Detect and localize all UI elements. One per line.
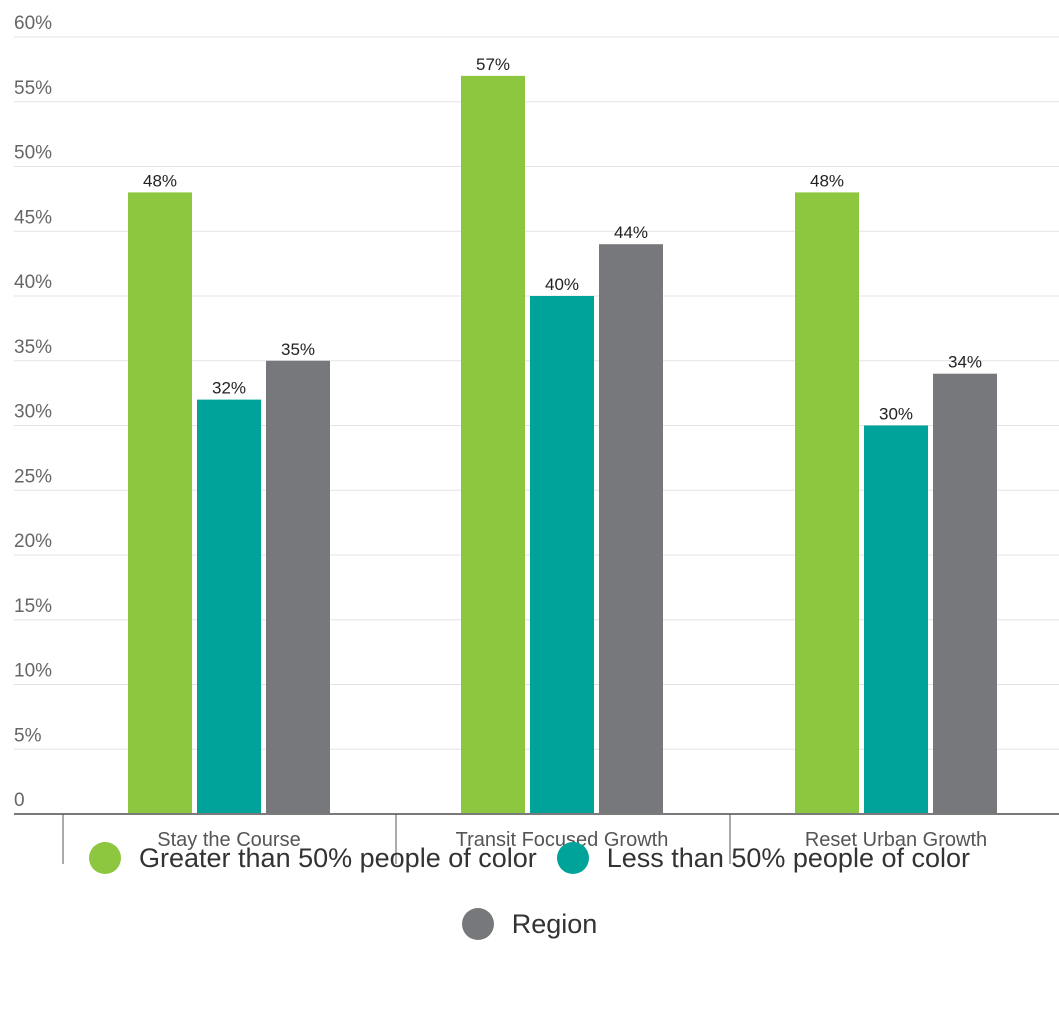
y-tick-label: 55% [14,78,52,99]
legend-swatch-less [556,842,589,874]
y-tick-label: 10% [14,661,52,682]
legend-label-less: Less than 50% people of color [606,842,970,873]
y-tick-label: 20% [14,531,52,552]
legend-row-1: Greater than 50% people of color Less th… [0,838,1059,878]
bar [461,75,525,815]
x-category-label: Stay the Course [157,829,300,851]
data-label: 44% [614,223,648,242]
x-category-label: Reset Urban Growth [805,829,987,851]
y-tick-label: 40% [14,272,52,293]
legend-swatch-region [461,908,494,940]
data-label: 35% [281,340,315,359]
legend-item-greater: Greater than 50% people of color [89,842,537,874]
data-labels: 48% 32% 35% 57% 40% 44% 48% 30% 34% [143,55,982,424]
legend-swatch-greater [89,842,121,874]
data-label: 34% [948,353,982,372]
data-label: 32% [212,379,246,398]
data-label: 48% [143,171,177,190]
bar [795,192,859,814]
x-category-label: Transit Focused Growth [456,829,669,851]
legend-item-region: Region [461,908,598,940]
bar-chart: 0 5% 10% 15% 20% 25% 30% 35% 40% 45% 50% 55% 60% 48%… [14,13,1059,864]
legend-item-less: Less than 50% people of color [556,842,970,874]
y-tick-label: 50% [14,143,52,164]
bars [128,75,997,815]
data-label: 40% [545,275,579,294]
y-tick-label: 30% [14,402,52,423]
y-tick-label: 45% [14,207,52,228]
data-label: 30% [879,405,913,424]
x-axis-categories: Stay the Course Transit Focused Growth Res… [62,814,987,864]
legend-label-greater: Greater than 50% people of color [139,842,537,873]
y-tick-label: 25% [14,466,52,487]
y-axis-ticks: 0 5% 10% 15% 20% 25% 30% 35% 40% 45% 50% 55% 60% [14,13,52,811]
bar [933,373,997,814]
data-label: 48% [810,171,844,190]
bar [599,244,663,814]
y-tick-label: 35% [14,337,52,358]
y-tick-label: 60% [14,13,52,34]
y-tick-label: 15% [14,596,52,617]
bar [864,425,928,814]
data-label: 57% [476,55,510,74]
bar [530,296,594,814]
y-tick-label: 5% [14,725,42,746]
y-tick-label: 0 [14,790,25,811]
legend-row-2: Region [0,904,1059,944]
bar [128,192,192,814]
bar [266,360,330,814]
bar [197,399,261,814]
legend-label-region: Region [511,908,598,939]
